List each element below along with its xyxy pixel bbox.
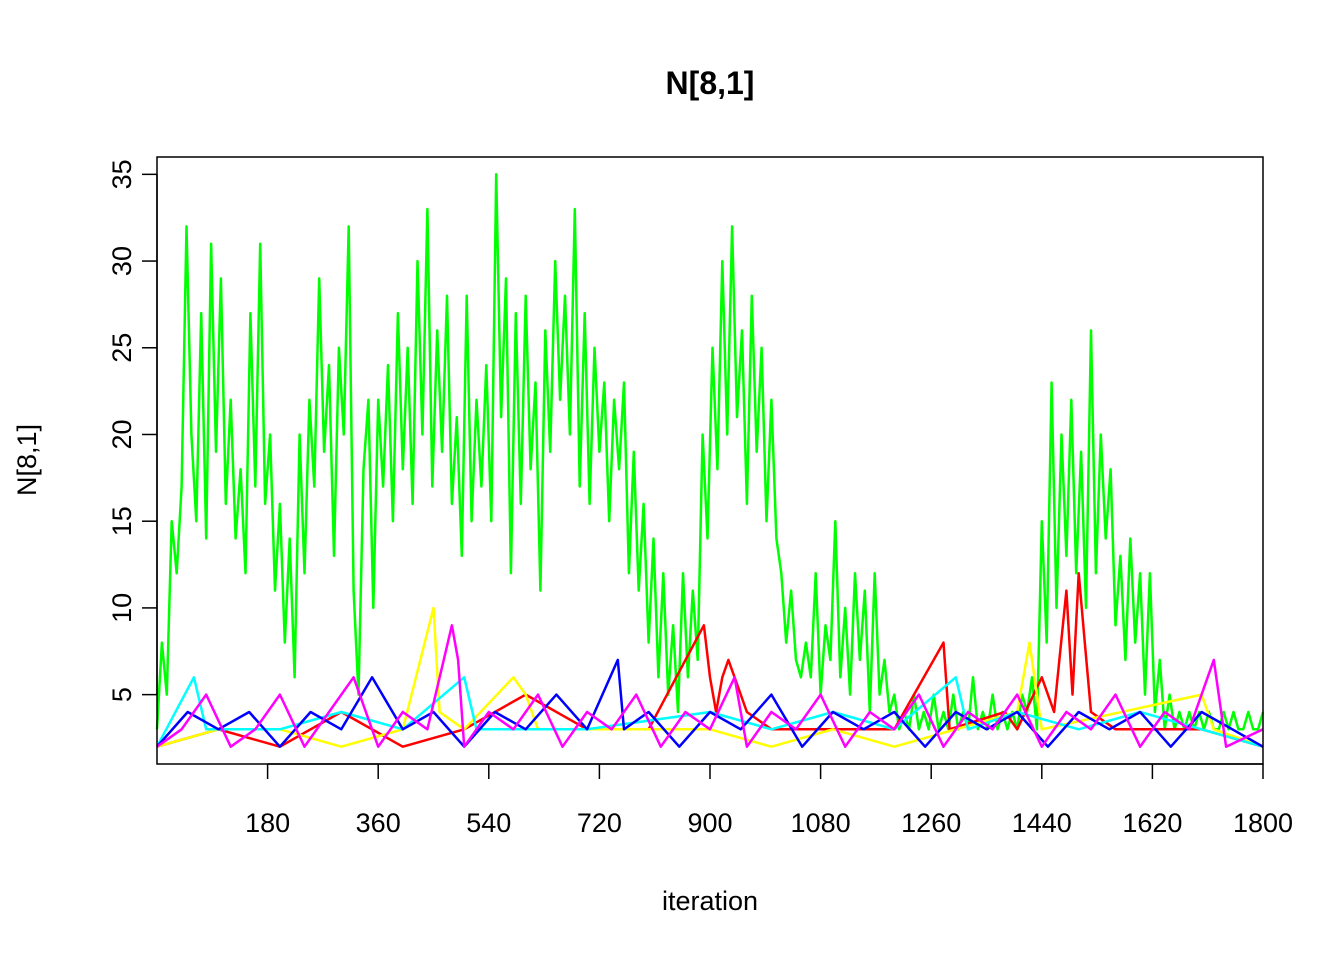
x-tick-label: 1620 bbox=[1122, 808, 1182, 838]
x-tick-label: 1800 bbox=[1233, 808, 1293, 838]
x-tick-label: 540 bbox=[466, 808, 511, 838]
y-tick-label: 25 bbox=[107, 333, 137, 363]
series-line-6 bbox=[156, 624, 1264, 748]
series-line-4 bbox=[155, 676, 1264, 748]
x-tick-label: 1440 bbox=[1012, 808, 1072, 838]
x-tick-label: 900 bbox=[687, 808, 732, 838]
x-tick-label: 1080 bbox=[791, 808, 851, 838]
y-tick-label: 10 bbox=[107, 593, 137, 623]
plot-frame bbox=[156, 156, 1264, 765]
y-axis-label: N[8,1] bbox=[12, 424, 42, 496]
x-tick-label: 360 bbox=[356, 808, 401, 838]
x-axis-label: iteration bbox=[662, 886, 758, 916]
y-tick-label: 35 bbox=[107, 159, 137, 189]
x-tick-label: 1260 bbox=[901, 808, 961, 838]
y-tick-label: 30 bbox=[107, 246, 137, 276]
y-tick-label: 15 bbox=[107, 506, 137, 536]
chart-title: N[8,1] bbox=[666, 65, 755, 101]
series-line-1 bbox=[155, 173, 1265, 731]
y-tick-label: 5 bbox=[107, 687, 137, 702]
y-tick-label: 20 bbox=[107, 419, 137, 449]
x-axis: 180 360 540 720 900 1080 1260 1440 1620 1800 bbox=[245, 763, 1293, 838]
x-tick-label: 720 bbox=[577, 808, 622, 838]
series-layer bbox=[155, 173, 1265, 748]
x-tick-label: 180 bbox=[245, 808, 290, 838]
